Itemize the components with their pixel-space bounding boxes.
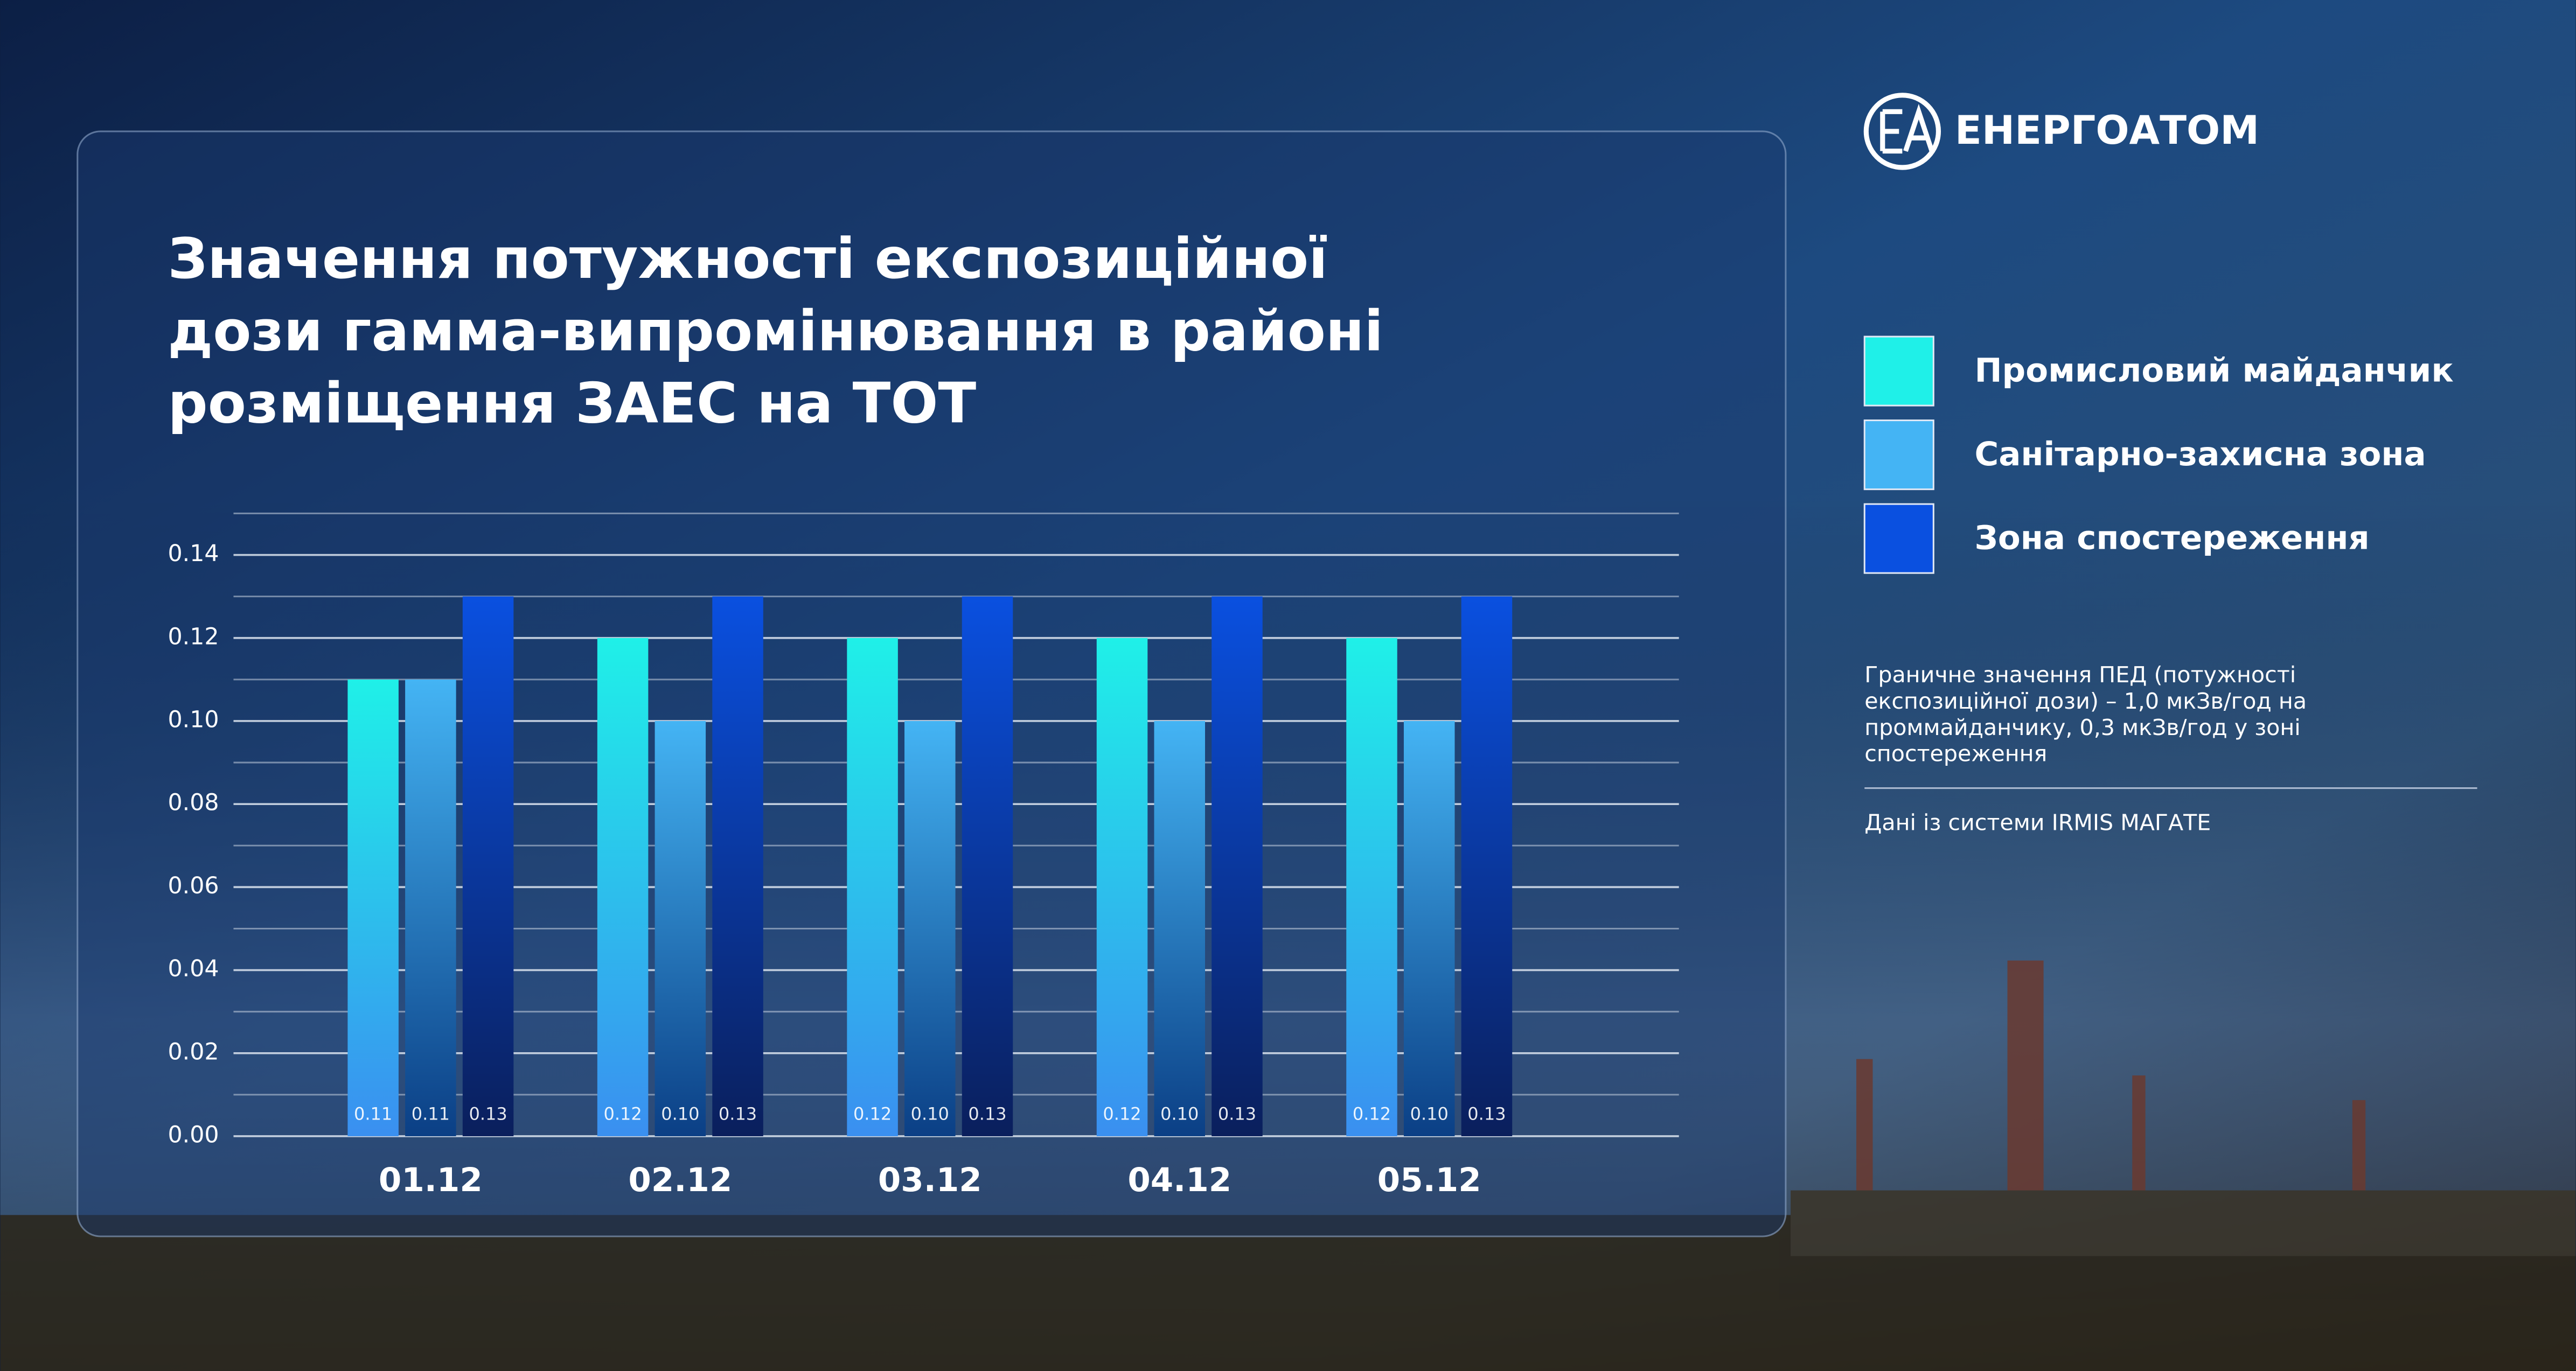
data-label: 0.10 (1160, 1103, 1199, 1124)
x-tick-label: 01.12 (379, 1161, 483, 1199)
data-label: 0.12 (1353, 1103, 1391, 1124)
bar (1154, 721, 1206, 1136)
logo-icon-glyph (1880, 103, 1934, 154)
data-label: 0.10 (911, 1103, 949, 1124)
y-tick-label: 0.08 (168, 789, 219, 816)
data-label: 0.11 (354, 1103, 392, 1124)
bar (847, 638, 898, 1136)
y-tick-label: 0.02 (168, 1038, 219, 1065)
x-tick-label: 03.12 (878, 1161, 982, 1199)
data-label: 0.13 (968, 1103, 1006, 1124)
logo-icon (1863, 93, 1941, 170)
y-tick-label: 0.06 (168, 872, 219, 899)
data-label: 0.10 (661, 1103, 699, 1124)
bar (1212, 596, 1263, 1136)
chart-title: дози гамма-випромінювання в районі (168, 299, 1384, 363)
x-tick-label: 02.12 (628, 1161, 732, 1199)
logo-text: ЕНЕРГОАТОМ (1955, 108, 2259, 153)
bar (347, 679, 399, 1136)
bar (904, 721, 956, 1136)
bar (712, 596, 763, 1136)
y-tick-label: 0.10 (168, 706, 219, 733)
y-tick-label: 0.12 (168, 623, 219, 650)
legend-swatch (1863, 503, 1934, 574)
legend-label: Санітарно-захисна зона (1975, 435, 2426, 473)
bar (1403, 721, 1455, 1136)
chart-title: Значення потужності експозиційної (168, 227, 1328, 291)
bar (962, 596, 1013, 1136)
bar (655, 721, 706, 1136)
chart-title: розміщення ЗАЕС на ТОТ (168, 371, 977, 436)
note: проммайданчику, 0,3 мкЗв/год у зоні (1864, 715, 2300, 740)
data-label: 0.13 (719, 1103, 757, 1124)
x-tick-label: 04.12 (1127, 1161, 1231, 1199)
data-label: 0.12 (603, 1103, 642, 1124)
source: Дані із системи IRMIS МАГАТЕ (1864, 810, 2211, 836)
logo: ЕНЕРГОАТОМ (1863, 93, 2259, 170)
x-tick-label: 05.12 (1377, 1161, 1481, 1199)
data-label: 0.12 (1103, 1103, 1141, 1124)
y-tick-label: 0.00 (168, 1121, 219, 1148)
bar (597, 638, 649, 1136)
y-tick-label: 0.14 (168, 540, 219, 567)
note: експозиційної дози) – 1,0 мкЗв/год на (1864, 688, 2307, 714)
bar (405, 679, 456, 1136)
note: спостереження (1864, 741, 2047, 767)
note: Граничне значення ПЕД (потужності (1864, 662, 2296, 688)
data-label: 0.11 (412, 1103, 450, 1124)
data-label: 0.13 (1218, 1103, 1256, 1124)
legend-label: Зона спостереження (1975, 519, 2370, 557)
data-label: 0.12 (853, 1103, 892, 1124)
data-label: 0.13 (1467, 1103, 1506, 1124)
bar (1096, 638, 1148, 1136)
bar (462, 596, 514, 1136)
legend-swatch (1863, 335, 1934, 407)
data-label: 0.13 (469, 1103, 507, 1124)
bar (1461, 596, 1513, 1136)
plant-silhouette (0, 960, 2576, 1371)
legend-label: Промисловий майданчик (1975, 352, 2454, 390)
y-tick-label: 0.04 (168, 955, 219, 982)
bar (1346, 638, 1397, 1136)
legend-swatch (1863, 419, 1934, 491)
data-label: 0.10 (1410, 1103, 1449, 1124)
